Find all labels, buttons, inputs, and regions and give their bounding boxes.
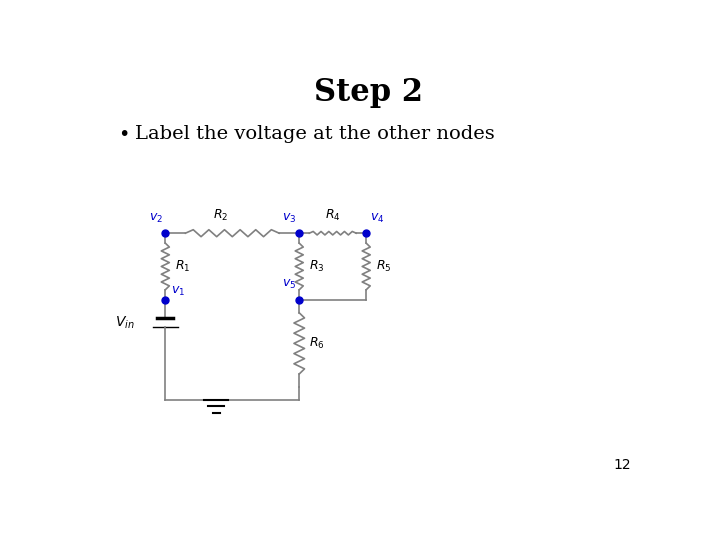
Text: $v_3$: $v_3$ bbox=[282, 212, 297, 225]
Text: $R_3$: $R_3$ bbox=[310, 259, 325, 274]
Text: $R_6$: $R_6$ bbox=[310, 336, 325, 351]
Text: $v_1$: $v_1$ bbox=[171, 285, 185, 298]
Text: Step 2: Step 2 bbox=[315, 77, 423, 109]
Text: $v_5$: $v_5$ bbox=[282, 278, 297, 292]
Text: 12: 12 bbox=[613, 458, 631, 472]
Text: Label the voltage at the other nodes: Label the voltage at the other nodes bbox=[135, 125, 495, 143]
Text: $v_4$: $v_4$ bbox=[369, 212, 384, 225]
Text: $R_2$: $R_2$ bbox=[214, 208, 229, 223]
Text: $R_4$: $R_4$ bbox=[325, 208, 341, 223]
Text: $R_5$: $R_5$ bbox=[377, 259, 392, 274]
Text: $R_1$: $R_1$ bbox=[176, 259, 191, 274]
Text: $V_{in}$: $V_{in}$ bbox=[115, 314, 135, 331]
Text: •: • bbox=[118, 125, 130, 144]
Text: $v_2$: $v_2$ bbox=[148, 212, 163, 225]
